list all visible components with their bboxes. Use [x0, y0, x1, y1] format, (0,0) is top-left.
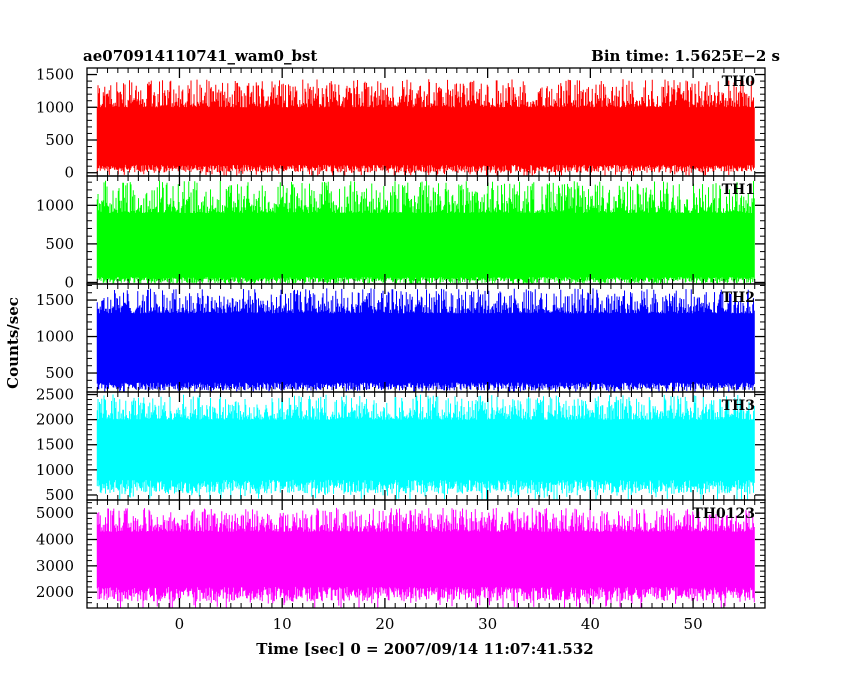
- x-tick-label: 50: [684, 615, 703, 633]
- series-label-TH1: TH1: [722, 182, 755, 198]
- x-tick-label: 20: [375, 615, 394, 633]
- y-tick-label: 500: [45, 364, 74, 382]
- series-TH2-signal: [96, 288, 755, 392]
- y-tick-label: 3000: [36, 557, 74, 575]
- series-TH1-signal: [96, 180, 755, 284]
- chart-title-left: ae070914110741_wam0_bst: [83, 47, 317, 65]
- x-tick-label: 0: [175, 615, 185, 633]
- x-axis-label: Time [sec] 0 = 2007/09/14 11:07:41.532: [256, 640, 593, 658]
- y-axis-label: Counts/sec: [4, 297, 22, 389]
- y-tick-label: 500: [45, 235, 74, 253]
- series-TH0-signal: [96, 79, 755, 176]
- chart-title-right: Bin time: 1.5625E−2 s: [591, 47, 780, 65]
- y-tick-label: 1500: [36, 66, 74, 84]
- y-tick-label: 4000: [36, 531, 74, 549]
- series-label-TH0: TH0: [722, 74, 756, 90]
- x-tick-label: 10: [273, 615, 292, 633]
- y-tick-label: 2000: [36, 583, 74, 601]
- series-label-TH2: TH2: [722, 290, 755, 306]
- series-label-TH0123: TH0123: [692, 506, 755, 522]
- y-tick-label: 500: [45, 131, 74, 149]
- series-TH0123-signal: [96, 507, 755, 608]
- y-tick-label: 1000: [36, 196, 74, 214]
- y-tick-label: 1500: [36, 291, 74, 309]
- y-tick-label: 2000: [36, 411, 74, 429]
- series-TH3-signal: [96, 394, 755, 500]
- y-tick-label: 5000: [36, 504, 74, 522]
- y-tick-label: 1000: [36, 461, 74, 479]
- y-tick-label: 500: [45, 486, 74, 504]
- y-tick-label: 2500: [36, 386, 74, 404]
- y-tick-label: 1500: [36, 436, 74, 454]
- y-tick-label: 1000: [36, 328, 74, 346]
- series-label-TH3: TH3: [722, 398, 755, 414]
- y-tick-label: 0: [64, 273, 74, 291]
- x-tick-label: 30: [478, 615, 497, 633]
- y-tick-label: 0: [64, 164, 74, 182]
- x-tick-label: 40: [581, 615, 600, 633]
- y-tick-label: 1000: [36, 98, 74, 116]
